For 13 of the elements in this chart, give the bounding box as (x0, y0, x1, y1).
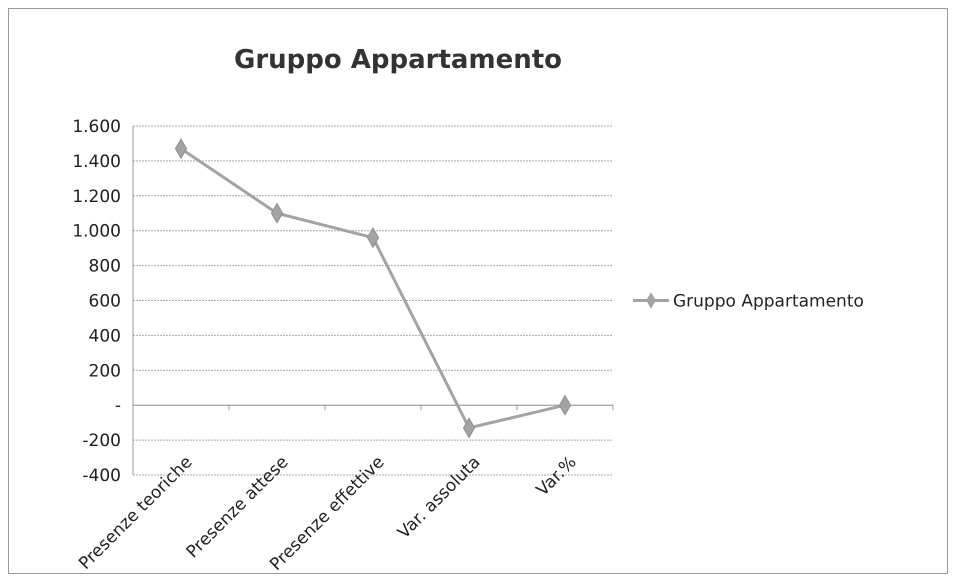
y-tick-label: - (114, 396, 121, 416)
y-tick-label: 1.400 (72, 152, 121, 172)
legend-label: Gruppo Appartamento (673, 291, 864, 312)
y-tick-label: -200 (82, 431, 121, 452)
y-tick-label: 800 (88, 256, 121, 277)
chart-title: Gruppo Appartamento (234, 45, 562, 75)
y-tick-label: -400 (82, 466, 121, 486)
y-tick-label: 400 (88, 326, 121, 346)
y-tick-label: 1.600 (72, 116, 121, 137)
y-tick-label: 1.200 (72, 186, 121, 207)
y-tick-label: 1.000 (72, 222, 121, 242)
y-tick-label: 200 (88, 361, 121, 382)
y-tick-label: 600 (88, 291, 121, 312)
